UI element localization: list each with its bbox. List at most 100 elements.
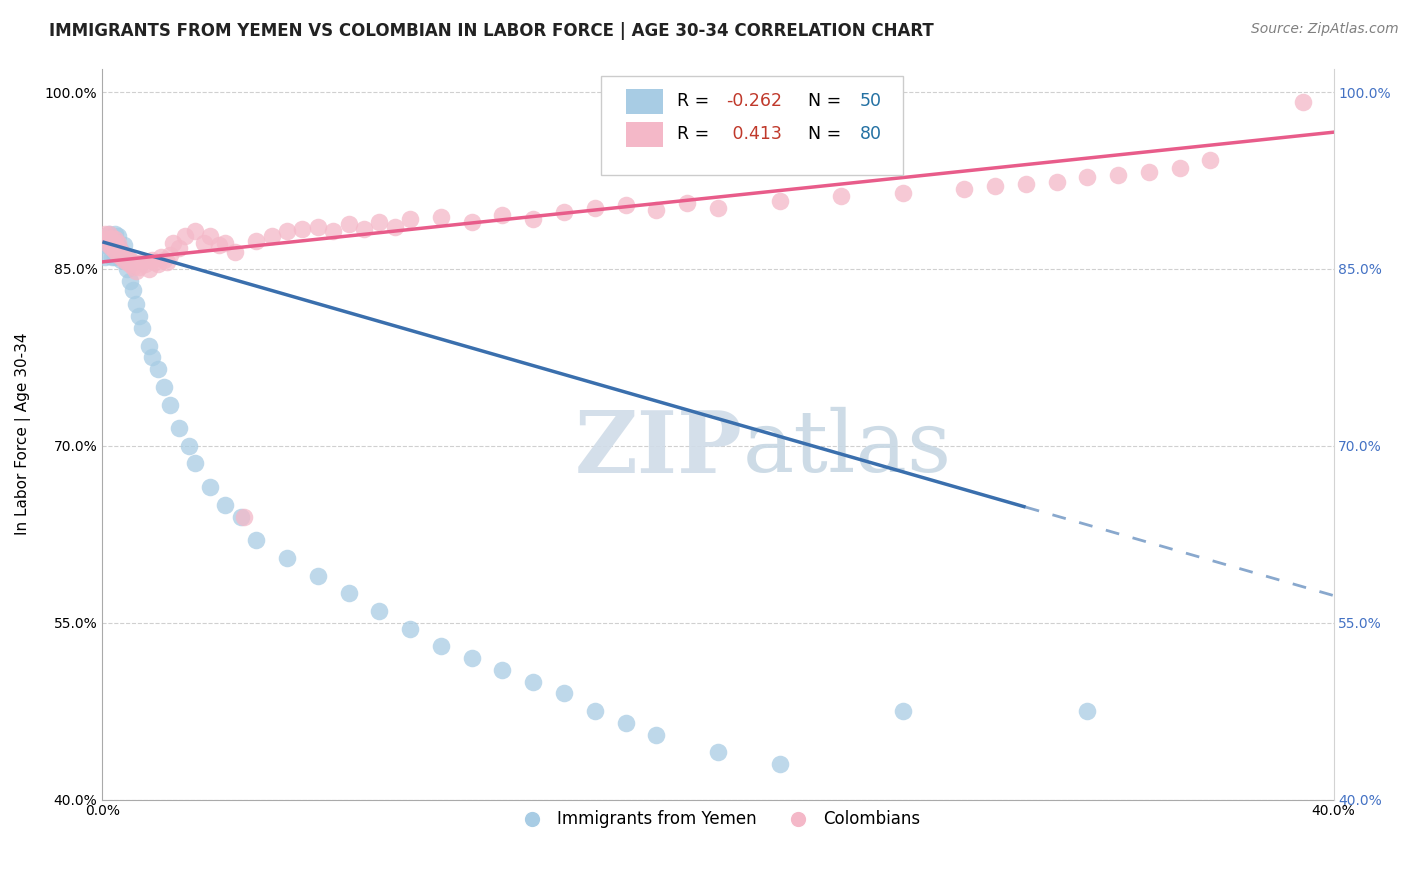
Point	[107, 229, 129, 244]
Point	[198, 229, 221, 244]
Point	[100, 235, 122, 250]
Point	[107, 241, 129, 255]
Point	[1045, 175, 1067, 189]
Point	[122, 255, 145, 269]
Point	[174, 229, 197, 244]
Point	[337, 586, 360, 600]
Point	[208, 238, 231, 252]
Point	[214, 498, 236, 512]
Point	[291, 222, 314, 236]
Point	[115, 250, 138, 264]
Point	[276, 550, 298, 565]
Point	[169, 241, 191, 255]
Text: N =: N =	[797, 125, 846, 144]
Text: ZIP: ZIP	[575, 407, 742, 491]
Point	[891, 186, 914, 201]
Point	[97, 238, 120, 252]
Point	[159, 248, 181, 262]
Point	[399, 212, 422, 227]
Point	[1292, 95, 1315, 109]
Point	[138, 262, 160, 277]
FancyBboxPatch shape	[626, 88, 662, 114]
Point	[399, 622, 422, 636]
Point	[110, 244, 132, 259]
Point	[100, 241, 122, 255]
Point	[162, 235, 184, 250]
Point	[707, 201, 730, 215]
Point	[94, 238, 117, 252]
Point	[614, 715, 637, 730]
Point	[104, 244, 127, 259]
Point	[141, 351, 163, 365]
Point	[153, 380, 176, 394]
Point	[891, 704, 914, 718]
Point	[1168, 161, 1191, 175]
Point	[128, 309, 150, 323]
Point	[1076, 704, 1098, 718]
Point	[461, 651, 484, 665]
Text: 80: 80	[859, 125, 882, 144]
Point	[707, 745, 730, 759]
Point	[112, 238, 135, 252]
Point	[1137, 165, 1160, 179]
Point	[1107, 168, 1129, 182]
FancyBboxPatch shape	[600, 76, 903, 175]
Point	[260, 229, 283, 244]
Point	[112, 248, 135, 262]
Point	[768, 194, 790, 208]
Point	[353, 222, 375, 236]
Legend: Immigrants from Yemen, Colombians: Immigrants from Yemen, Colombians	[509, 804, 927, 835]
Point	[953, 182, 976, 196]
Point	[112, 252, 135, 267]
Point	[104, 232, 127, 246]
Text: R =: R =	[678, 125, 716, 144]
Text: atlas: atlas	[742, 407, 952, 491]
Point	[110, 252, 132, 267]
Point	[134, 257, 156, 271]
Point	[146, 362, 169, 376]
Point	[384, 219, 406, 234]
Point	[368, 215, 391, 229]
Point	[112, 248, 135, 262]
Point	[156, 255, 179, 269]
Point	[100, 250, 122, 264]
Point	[110, 244, 132, 259]
Point	[245, 234, 267, 248]
Point	[522, 674, 544, 689]
Point	[125, 264, 148, 278]
Point	[107, 238, 129, 252]
Point	[107, 235, 129, 250]
Point	[177, 439, 200, 453]
Point	[224, 245, 246, 260]
Point	[115, 255, 138, 269]
Point	[110, 250, 132, 264]
Point	[830, 189, 852, 203]
Point	[138, 338, 160, 352]
Point	[153, 252, 176, 267]
Point	[149, 250, 172, 264]
Point	[1015, 177, 1038, 191]
Point	[491, 663, 513, 677]
Point	[131, 321, 153, 335]
Point	[104, 227, 127, 241]
Point	[245, 533, 267, 548]
Point	[183, 224, 205, 238]
Point	[614, 198, 637, 212]
Text: Source: ZipAtlas.com: Source: ZipAtlas.com	[1251, 22, 1399, 37]
Y-axis label: In Labor Force | Age 30-34: In Labor Force | Age 30-34	[15, 333, 31, 535]
Point	[307, 568, 329, 582]
Point	[583, 704, 606, 718]
Point	[183, 457, 205, 471]
Point	[768, 757, 790, 772]
Point	[159, 398, 181, 412]
Point	[430, 210, 453, 224]
Point	[97, 227, 120, 241]
Point	[322, 224, 344, 238]
Point	[276, 224, 298, 238]
Point	[97, 227, 120, 241]
Point	[337, 217, 360, 231]
Point	[100, 231, 122, 245]
Point	[94, 232, 117, 246]
Point	[193, 235, 215, 250]
Point	[120, 252, 142, 267]
